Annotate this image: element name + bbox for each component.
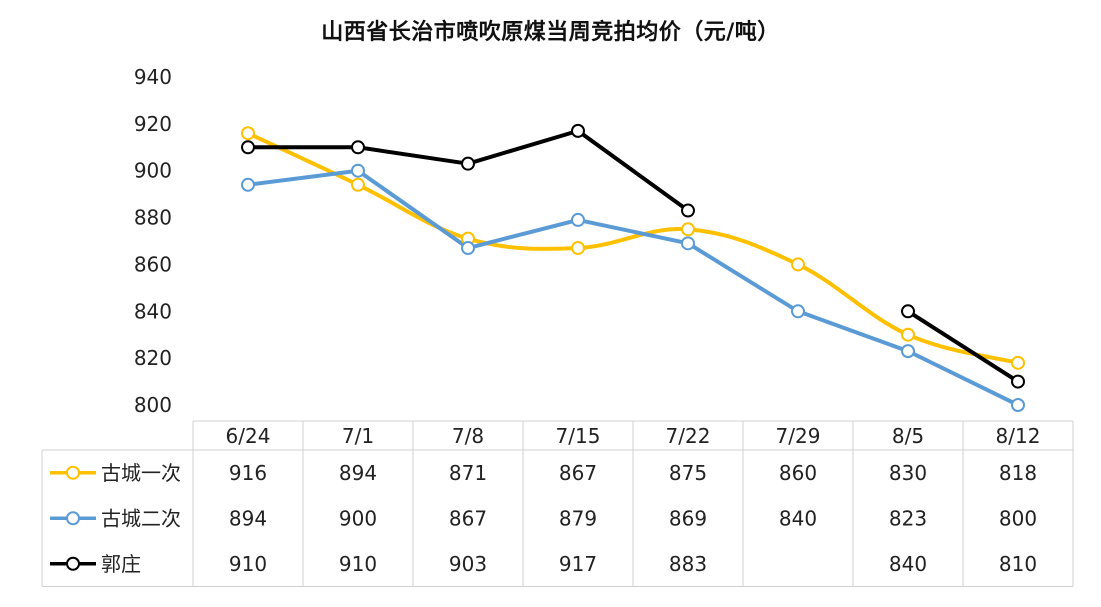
data-point-marker (351, 163, 365, 178)
data-point-marker (901, 344, 915, 359)
table-cell-value: 894 (229, 506, 267, 530)
table-cell-value: 869 (669, 506, 707, 530)
x-tick-label: 8/5 (892, 424, 924, 448)
table-cell-value: 903 (449, 552, 487, 576)
table-cell-value: 840 (889, 552, 927, 576)
data-point-marker (571, 123, 585, 138)
y-tick-label: 840 (134, 299, 172, 323)
table-cell-value: 830 (889, 461, 927, 485)
table-cell-value: 810 (999, 552, 1037, 576)
data-point-marker (351, 177, 365, 192)
table-cell-value: 910 (339, 552, 377, 576)
y-tick-label: 860 (134, 252, 172, 276)
y-tick-label: 940 (134, 65, 172, 89)
data-point-marker (571, 241, 585, 256)
y-tick-label: 880 (134, 206, 172, 230)
legend-key-marker (66, 511, 80, 526)
table-cell-value: 823 (889, 506, 927, 530)
data-point-marker (901, 304, 915, 319)
table-cell-value: 917 (559, 552, 597, 576)
table-cell-value: 894 (339, 461, 377, 485)
x-tick-label: 8/12 (996, 424, 1041, 448)
y-tick-label: 900 (134, 159, 172, 183)
table-cell-value: 867 (559, 461, 597, 485)
table-cell-value: 840 (779, 506, 817, 530)
data-point-marker (791, 257, 805, 272)
legend-label: 古城一次 (101, 461, 181, 485)
table-cell-value: 875 (669, 461, 707, 485)
data-point-marker (901, 327, 915, 342)
table-cell-value: 818 (999, 461, 1037, 485)
data-point-marker (1011, 355, 1025, 370)
x-tick-label: 7/29 (776, 424, 821, 448)
data-point-marker (791, 304, 805, 319)
table-cell-value: 871 (449, 461, 487, 485)
series-line (246, 131, 1020, 365)
data-point-marker (1011, 374, 1025, 389)
x-tick-label: 7/15 (556, 424, 601, 448)
table-cell-value: 860 (779, 461, 817, 485)
data-point-marker (241, 177, 255, 192)
data-point-marker (571, 212, 585, 227)
table-cell-value: 867 (449, 506, 487, 530)
legend-key-marker (66, 465, 80, 480)
data-point-marker (461, 241, 475, 256)
data-point-marker (681, 222, 695, 237)
table-cell-value: 883 (669, 552, 707, 576)
y-tick-label: 920 (134, 112, 172, 136)
y-tick-label: 800 (134, 393, 172, 417)
table-cell-value: 916 (229, 461, 267, 485)
series-line (246, 128, 690, 213)
x-tick-label: 7/1 (342, 424, 374, 448)
y-tick-label: 820 (134, 346, 172, 370)
data-point-marker (241, 126, 255, 141)
table-cell-value: 900 (339, 506, 377, 530)
legend-label: 郭庄 (101, 552, 141, 576)
series-line (906, 309, 1020, 384)
x-tick-label: 7/8 (452, 424, 484, 448)
data-point-marker (681, 236, 695, 251)
data-point-marker (461, 156, 475, 171)
table-cell-value: 800 (999, 506, 1037, 530)
table-cell-value: 910 (229, 552, 267, 576)
data-point-marker (681, 203, 695, 218)
legend-label: 古城二次 (101, 506, 181, 530)
table-cell-value: 879 (559, 506, 597, 530)
x-tick-label: 7/22 (666, 424, 711, 448)
legend-key-marker (66, 556, 80, 571)
x-tick-label: 6/24 (226, 424, 271, 448)
series-line (246, 168, 1020, 407)
data-point-marker (351, 140, 365, 155)
chart-title: 山西省长治市喷吹原煤当周竞拍均价（元/吨） (321, 20, 780, 45)
data-point-marker (1011, 398, 1025, 412)
data-point-marker (241, 140, 255, 155)
